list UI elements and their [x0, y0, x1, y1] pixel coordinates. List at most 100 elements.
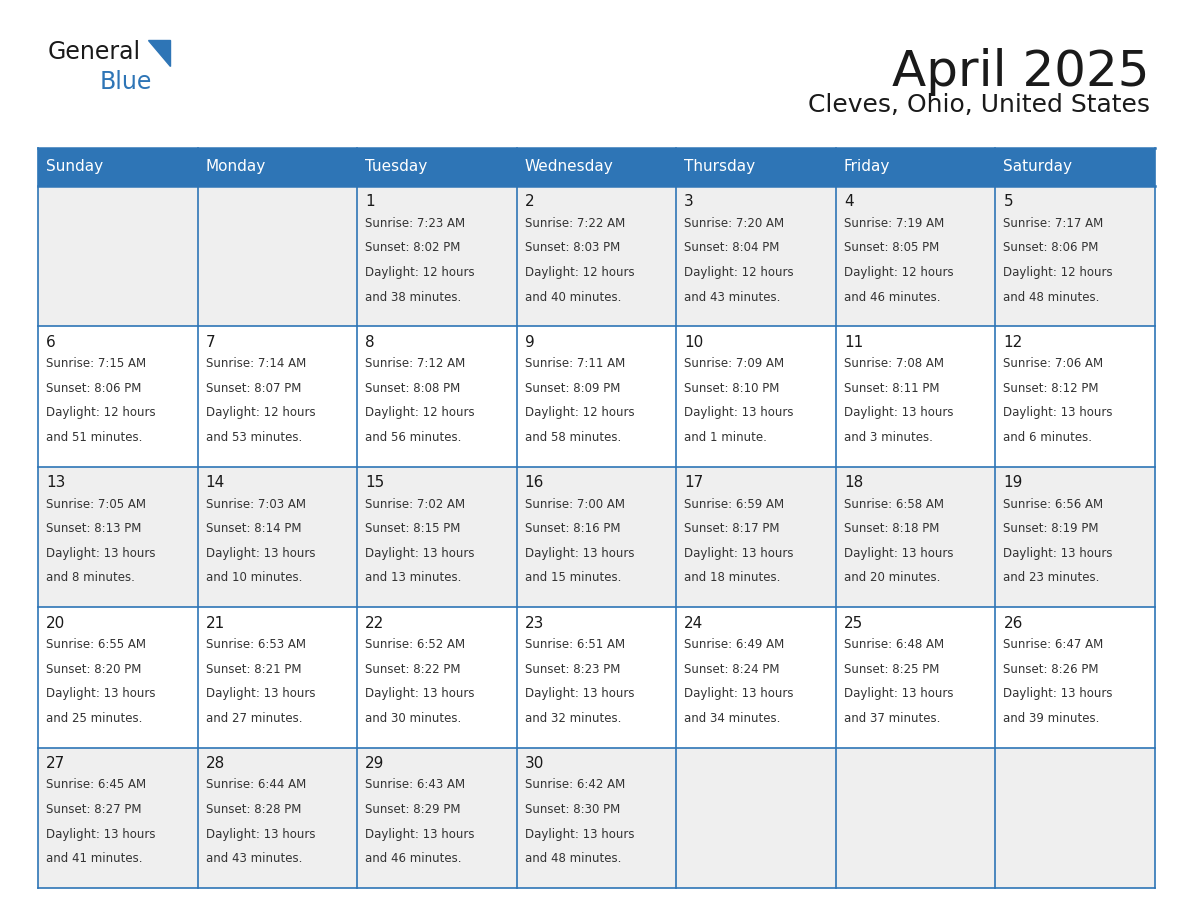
- Text: Daylight: 12 hours: Daylight: 12 hours: [1004, 266, 1113, 279]
- Bar: [358, 148, 517, 186]
- Text: General: General: [48, 40, 141, 64]
- Text: Sunrise: 7:14 AM: Sunrise: 7:14 AM: [206, 357, 305, 370]
- Text: Sunday: Sunday: [46, 160, 103, 174]
- Text: Sunrise: 6:42 AM: Sunrise: 6:42 AM: [525, 778, 625, 791]
- Polygon shape: [148, 40, 170, 66]
- Text: Daylight: 12 hours: Daylight: 12 hours: [46, 407, 156, 420]
- Text: and 41 minutes.: and 41 minutes.: [46, 852, 143, 865]
- Bar: [197, 186, 358, 327]
- Text: Sunset: 8:07 PM: Sunset: 8:07 PM: [206, 382, 301, 395]
- Text: Sunrise: 7:15 AM: Sunrise: 7:15 AM: [46, 357, 146, 370]
- Bar: [197, 607, 358, 747]
- Text: Sunrise: 6:43 AM: Sunrise: 6:43 AM: [365, 778, 466, 791]
- Text: Daylight: 13 hours: Daylight: 13 hours: [843, 407, 953, 420]
- Text: and 46 minutes.: and 46 minutes.: [365, 852, 462, 865]
- Text: Saturday: Saturday: [1004, 160, 1073, 174]
- Bar: [517, 747, 676, 888]
- Text: Sunrise: 7:08 AM: Sunrise: 7:08 AM: [843, 357, 943, 370]
- Text: and 32 minutes.: and 32 minutes.: [525, 711, 621, 725]
- Text: and 51 minutes.: and 51 minutes.: [46, 431, 143, 444]
- Text: Daylight: 13 hours: Daylight: 13 hours: [365, 828, 475, 841]
- Text: 26: 26: [1004, 616, 1023, 631]
- Text: Sunset: 8:24 PM: Sunset: 8:24 PM: [684, 663, 779, 676]
- Text: Sunrise: 7:02 AM: Sunrise: 7:02 AM: [365, 498, 466, 510]
- Text: 16: 16: [525, 476, 544, 490]
- Text: 17: 17: [684, 476, 703, 490]
- Text: 11: 11: [843, 335, 864, 350]
- Text: 27: 27: [46, 756, 65, 771]
- Text: Daylight: 13 hours: Daylight: 13 hours: [46, 828, 156, 841]
- Bar: [676, 186, 836, 327]
- Text: Daylight: 13 hours: Daylight: 13 hours: [525, 547, 634, 560]
- Bar: [517, 607, 676, 747]
- Text: Sunset: 8:21 PM: Sunset: 8:21 PM: [206, 663, 301, 676]
- Bar: [517, 466, 676, 607]
- Text: Sunset: 8:15 PM: Sunset: 8:15 PM: [365, 522, 461, 535]
- Text: Friday: Friday: [843, 160, 890, 174]
- Text: Sunset: 8:05 PM: Sunset: 8:05 PM: [843, 241, 939, 254]
- Text: 29: 29: [365, 756, 385, 771]
- Text: Monday: Monday: [206, 160, 266, 174]
- Text: Sunset: 8:14 PM: Sunset: 8:14 PM: [206, 522, 301, 535]
- Text: Sunrise: 7:20 AM: Sunrise: 7:20 AM: [684, 217, 784, 230]
- Text: Daylight: 13 hours: Daylight: 13 hours: [843, 547, 953, 560]
- Text: Sunrise: 6:51 AM: Sunrise: 6:51 AM: [525, 638, 625, 651]
- Bar: [676, 607, 836, 747]
- Text: Daylight: 13 hours: Daylight: 13 hours: [1004, 688, 1113, 700]
- Bar: [676, 466, 836, 607]
- Bar: [197, 747, 358, 888]
- Bar: [358, 466, 517, 607]
- Bar: [836, 607, 996, 747]
- Text: and 10 minutes.: and 10 minutes.: [206, 571, 302, 585]
- Text: Sunset: 8:19 PM: Sunset: 8:19 PM: [1004, 522, 1099, 535]
- Text: Daylight: 12 hours: Daylight: 12 hours: [525, 407, 634, 420]
- Text: 14: 14: [206, 476, 225, 490]
- Text: 21: 21: [206, 616, 225, 631]
- Text: Sunset: 8:22 PM: Sunset: 8:22 PM: [365, 663, 461, 676]
- Text: Daylight: 13 hours: Daylight: 13 hours: [365, 547, 475, 560]
- Text: 24: 24: [684, 616, 703, 631]
- Text: Daylight: 13 hours: Daylight: 13 hours: [525, 688, 634, 700]
- Text: Daylight: 12 hours: Daylight: 12 hours: [843, 266, 954, 279]
- Text: Daylight: 12 hours: Daylight: 12 hours: [684, 266, 794, 279]
- Text: Sunset: 8:13 PM: Sunset: 8:13 PM: [46, 522, 141, 535]
- Text: Sunrise: 7:17 AM: Sunrise: 7:17 AM: [1004, 217, 1104, 230]
- Text: and 15 minutes.: and 15 minutes.: [525, 571, 621, 585]
- Text: Daylight: 13 hours: Daylight: 13 hours: [206, 828, 315, 841]
- Text: Sunrise: 6:47 AM: Sunrise: 6:47 AM: [1004, 638, 1104, 651]
- Text: Tuesday: Tuesday: [365, 160, 428, 174]
- Bar: [996, 607, 1155, 747]
- Text: Daylight: 13 hours: Daylight: 13 hours: [684, 688, 794, 700]
- Bar: [996, 747, 1155, 888]
- Text: Sunrise: 7:09 AM: Sunrise: 7:09 AM: [684, 357, 784, 370]
- Text: and 56 minutes.: and 56 minutes.: [365, 431, 461, 444]
- Text: Daylight: 13 hours: Daylight: 13 hours: [365, 688, 475, 700]
- Text: Sunrise: 7:19 AM: Sunrise: 7:19 AM: [843, 217, 944, 230]
- Text: and 3 minutes.: and 3 minutes.: [843, 431, 933, 444]
- Text: Sunrise: 6:53 AM: Sunrise: 6:53 AM: [206, 638, 305, 651]
- Bar: [358, 747, 517, 888]
- Text: Sunset: 8:25 PM: Sunset: 8:25 PM: [843, 663, 940, 676]
- Text: and 37 minutes.: and 37 minutes.: [843, 711, 940, 725]
- Text: and 34 minutes.: and 34 minutes.: [684, 711, 781, 725]
- Text: Daylight: 13 hours: Daylight: 13 hours: [1004, 547, 1113, 560]
- Text: 15: 15: [365, 476, 385, 490]
- Text: 10: 10: [684, 335, 703, 350]
- Bar: [38, 466, 197, 607]
- Text: 6: 6: [46, 335, 56, 350]
- Text: 22: 22: [365, 616, 385, 631]
- Text: 28: 28: [206, 756, 225, 771]
- Text: Daylight: 13 hours: Daylight: 13 hours: [684, 407, 794, 420]
- Text: Sunset: 8:27 PM: Sunset: 8:27 PM: [46, 803, 141, 816]
- Text: and 58 minutes.: and 58 minutes.: [525, 431, 621, 444]
- Text: 9: 9: [525, 335, 535, 350]
- Bar: [358, 327, 517, 466]
- Text: Sunset: 8:12 PM: Sunset: 8:12 PM: [1004, 382, 1099, 395]
- Bar: [676, 747, 836, 888]
- Text: Sunset: 8:08 PM: Sunset: 8:08 PM: [365, 382, 461, 395]
- Text: Sunset: 8:09 PM: Sunset: 8:09 PM: [525, 382, 620, 395]
- Text: 2: 2: [525, 195, 535, 209]
- Text: Daylight: 13 hours: Daylight: 13 hours: [1004, 407, 1113, 420]
- Text: and 43 minutes.: and 43 minutes.: [684, 291, 781, 304]
- Bar: [676, 148, 836, 186]
